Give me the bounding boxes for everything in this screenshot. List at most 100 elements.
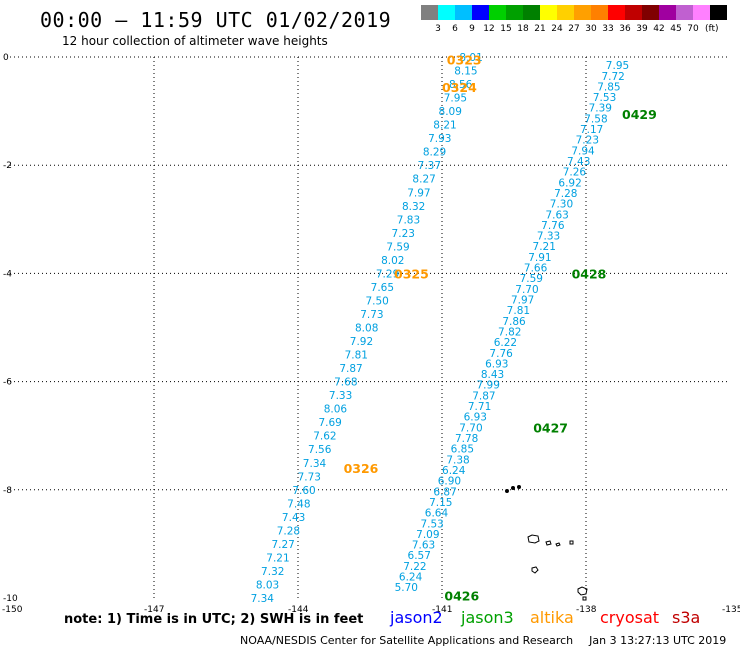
- colorbar-swatch: [693, 5, 710, 20]
- wave-height-value: 8.08: [355, 323, 378, 335]
- island: [569, 540, 574, 545]
- lon-tick-label: -144: [288, 605, 309, 615]
- wave-height-value: 7.53: [593, 92, 616, 104]
- wave-height-value: 6.57: [408, 550, 431, 562]
- wave-height-value: 7.32: [261, 566, 284, 578]
- wave-height-value: 8.29: [423, 147, 446, 159]
- island: [527, 534, 540, 544]
- wave-height-value: 7.97: [407, 187, 430, 199]
- island-outlines: [505, 485, 588, 601]
- footer-timestamp: Jan 3 13:27:13 UTC 2019: [589, 634, 727, 647]
- wave-height-value: 8.09: [439, 106, 462, 118]
- lon-tick-label: -138: [576, 605, 597, 615]
- island: [517, 485, 521, 489]
- wave-height-value: 7.65: [371, 282, 394, 294]
- colorbar-swatch: [642, 5, 659, 20]
- island: [545, 540, 552, 546]
- wave-height-value: 7.63: [412, 540, 435, 552]
- map-title: 00:00 – 11:59 UTC 01/02/2019: [40, 8, 392, 32]
- wave-height-value: 7.92: [350, 336, 373, 348]
- wave-height-value: 6.22: [494, 337, 517, 349]
- wave-height-value: 7.43: [567, 156, 590, 168]
- map-subtitle: 12 hour collection of altimeter wave hei…: [62, 34, 328, 48]
- wave-height-value: 7.76: [489, 348, 513, 360]
- wave-height-value: 7.73: [360, 309, 383, 321]
- colorbar-swatch: [472, 5, 489, 20]
- wave-height-value: 7.60: [292, 485, 315, 497]
- wave-height-value: 7.70: [459, 422, 482, 434]
- colorbar-label: 30: [585, 24, 597, 34]
- colorbar-label: 9: [469, 24, 475, 34]
- pass-time-label: 0326: [344, 461, 379, 476]
- wave-height-value: 8.21: [433, 120, 456, 132]
- wave-height-value: 7.29: [376, 268, 399, 280]
- colorbar-swatch: [574, 5, 591, 20]
- wave-height-value: 7.34: [303, 458, 327, 470]
- wave-height-value: 7.69: [318, 417, 341, 429]
- altimeter-tracks: 8.018.158.567.958.098.217.938.297.378.27…: [251, 52, 630, 605]
- wave-height-value: 7.43: [282, 512, 305, 524]
- wave-height-value: 7.93: [428, 133, 451, 145]
- colorbar-swatch: [540, 5, 557, 20]
- colorbar-swatch: [710, 5, 727, 20]
- colorbar-swatch: [438, 5, 455, 20]
- wave-height-value: 6.87: [433, 486, 456, 498]
- pass-time-labels: 0323 0324 0325 0326 0429 0428 0427 0426: [344, 53, 657, 604]
- wave-height-value: 7.28: [277, 525, 300, 537]
- wave-height-value: 7.97: [511, 295, 534, 307]
- wave-height-value: 7.15: [429, 497, 452, 509]
- wave-height-value: 7.95: [606, 60, 629, 72]
- wave-height-value: 7.27: [271, 539, 294, 551]
- colorbar-label: 24: [551, 24, 563, 34]
- island: [511, 486, 515, 490]
- wave-height-value: 7.95: [444, 93, 467, 105]
- wave-height-value: 7.34: [251, 593, 275, 605]
- pass-time-label: 0323: [447, 53, 482, 68]
- colorbar-label: 36: [619, 24, 631, 34]
- wave-height-value: 7.94: [571, 145, 595, 157]
- lon-tick-label: -150: [2, 605, 23, 615]
- wave-height-value: 6.90: [438, 476, 461, 488]
- wave-height-value: 7.81: [345, 350, 368, 362]
- colorbar-label: 33: [602, 24, 614, 34]
- wave-height-value: 8.15: [454, 66, 477, 78]
- wave-height-value: 7.68: [334, 377, 357, 389]
- map-footer: NOAA/NESDIS Center for Satellite Applica…: [240, 634, 726, 647]
- wave-height-value: 6.24: [442, 465, 466, 477]
- colorbar-swatch: [676, 5, 693, 20]
- wave-height-value: 7.82: [498, 326, 521, 338]
- wave-height-value: 7.81: [507, 305, 530, 317]
- lat-tick-label: -2: [3, 161, 12, 171]
- island: [505, 489, 509, 493]
- wave-height-value: 7.33: [537, 231, 560, 243]
- satellite-legend-item: s3a: [672, 608, 701, 627]
- wave-height-value: 7.23: [392, 228, 415, 240]
- lat-tick-label: -4: [3, 269, 12, 279]
- wave-height-value: 8.02: [381, 255, 404, 267]
- satellite-legend-item: altika: [530, 608, 574, 627]
- wave-height-value: 7.85: [597, 81, 620, 93]
- wave-height-value: 7.87: [472, 390, 495, 402]
- wave-height-value: 8.01: [459, 52, 482, 64]
- wave-height-value: 7.73: [298, 471, 321, 483]
- wave-height-value: 7.58: [584, 113, 607, 125]
- wave-height-value: 7.76: [541, 220, 565, 232]
- wave-height-value: 6.24: [399, 572, 423, 584]
- colorbar-swatch: [608, 5, 625, 20]
- colorbar-label: 42: [653, 24, 665, 34]
- island: [582, 596, 587, 601]
- wave-height-value: 6.93: [464, 412, 487, 424]
- wave-height-value: 6.85: [451, 444, 474, 456]
- wave-height-value: 7.66: [524, 263, 548, 275]
- wave-height-value: 7.48: [287, 498, 310, 510]
- colorbar-swatch: [659, 5, 676, 20]
- lat-tick-label: -8: [3, 486, 12, 496]
- wave-height-value: 7.17: [580, 124, 603, 136]
- wave-height-value: 7.22: [403, 561, 426, 573]
- wave-height-value: 7.21: [266, 552, 289, 564]
- wave-height-value: 8.32: [402, 201, 425, 213]
- wave-height-value: 7.50: [365, 295, 388, 307]
- wave-height-value: 8.06: [324, 404, 348, 416]
- colorbar-swatch: [625, 5, 642, 20]
- satellite-legend-item: cryosat: [600, 608, 660, 627]
